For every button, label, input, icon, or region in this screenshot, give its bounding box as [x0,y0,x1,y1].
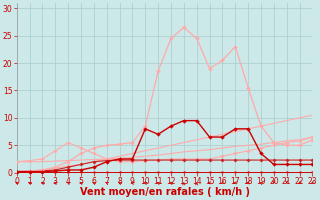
X-axis label: Vent moyen/en rafales ( km/h ): Vent moyen/en rafales ( km/h ) [80,187,250,197]
